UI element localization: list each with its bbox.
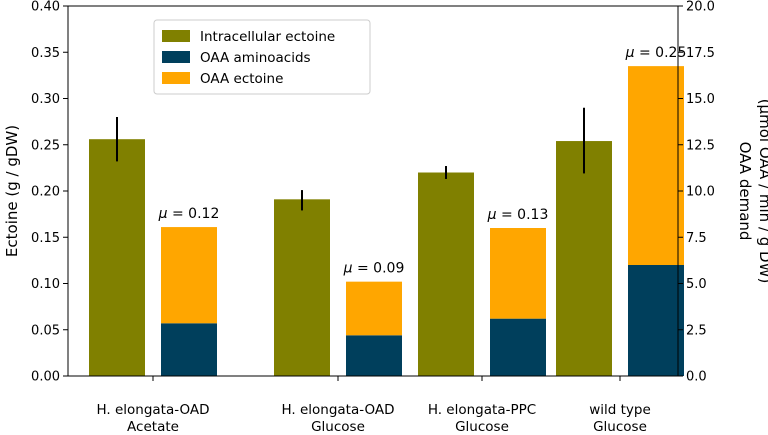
- right-tick-label-1: 2.5: [686, 323, 707, 338]
- category-label-line2-1: Glucose: [311, 419, 365, 435]
- mu-symbol: μ: [487, 207, 497, 223]
- bar-oaa-aminoacids-1: [346, 335, 402, 376]
- left-tick-label-2: 0.10: [31, 277, 60, 292]
- left-tick-label-3: 0.15: [31, 231, 60, 246]
- right-tick-label-8: 20.0: [686, 0, 715, 15]
- mu-annotation-2: μ = 0.13: [487, 207, 549, 223]
- legend-label-2: OAA ectoine: [200, 71, 283, 87]
- right-tick-label-0: 0.0: [686, 370, 707, 385]
- legend-swatch-2: [162, 72, 190, 84]
- bar-oaa-ectoine-1: [346, 281, 402, 336]
- right-tick-label-2: 5.0: [686, 277, 707, 292]
- left-tick-label-1: 0.05: [31, 323, 60, 338]
- bar-oaa-ectoine-3: [628, 66, 684, 265]
- mu-annotation-0: μ = 0.12: [158, 206, 220, 222]
- legend-box: [153, 19, 371, 95]
- mu-value: = 0.25: [635, 45, 687, 61]
- category-label-line2-3: Glucose: [593, 419, 647, 435]
- mu-symbol: μ: [158, 206, 168, 222]
- category-label-line1-2: H. elongata-PPC: [428, 402, 536, 418]
- legend-label-1: OAA aminoacids: [200, 50, 311, 66]
- category-label-line1-3: wild type: [589, 402, 651, 418]
- mu-annotation-3: μ = 0.25: [625, 45, 687, 61]
- category-label-line1-0: H. elongata-OAD: [96, 402, 209, 418]
- bar-intracellular-ectoine-3: [556, 141, 612, 376]
- right-axis-title-line2: (µmol OAA / min / g DW): [756, 99, 768, 284]
- mu-symbol: μ: [625, 45, 635, 61]
- category-label-line1-1: H. elongata-OAD: [281, 402, 394, 418]
- bar-oaa-aminoacids-0: [161, 323, 217, 376]
- bar-oaa-ectoine-2: [490, 228, 546, 319]
- plot-area: 0.00 0.05 0.10 0.15 0.20 0.25 0.30 0.35 0.40 0.0 2…: [3, 0, 768, 435]
- left-tick-label-5: 0.25: [31, 138, 60, 153]
- mu-symbol: μ: [343, 261, 353, 277]
- mu-value: = 0.09: [353, 261, 405, 277]
- mu-annotation-1: μ = 0.09: [343, 261, 405, 277]
- right-tick-label-6: 15.0: [686, 92, 715, 107]
- mu-value: = 0.13: [497, 207, 549, 223]
- category-label-line2-0: Acetate: [127, 419, 179, 435]
- bar-intracellular-ectoine-1: [274, 199, 330, 376]
- right-axis-title-line1: OAA demand: [736, 142, 754, 241]
- right-tick-label-7: 17.5: [686, 46, 715, 61]
- legend-swatch-0: [162, 30, 190, 42]
- legend-swatch-1: [162, 51, 190, 63]
- bar-oaa-aminoacids-3: [628, 265, 684, 376]
- mu-value: = 0.12: [168, 206, 220, 222]
- bar-oaa-ectoine-0: [161, 227, 217, 324]
- legend-label-0: Intracellular ectoine: [200, 29, 335, 45]
- right-tick-label-5: 12.5: [686, 138, 715, 153]
- bar-intracellular-ectoine-0: [89, 139, 145, 376]
- bar-oaa-aminoacids-2: [490, 318, 546, 376]
- right-tick-label-3: 7.5: [686, 231, 707, 246]
- left-tick-label-0: 0.00: [31, 370, 60, 385]
- right-tick-label-4: 10.0: [686, 185, 715, 200]
- left-tick-label-7: 0.35: [31, 46, 60, 61]
- category-label-line2-2: Glucose: [455, 419, 509, 435]
- left-axis-title: Ectoine (g / gDW): [3, 125, 21, 257]
- left-tick-label-4: 0.20: [31, 185, 60, 200]
- bar-intracellular-ectoine-2: [418, 172, 474, 376]
- left-tick-label-6: 0.30: [31, 92, 60, 107]
- left-tick-label-8: 0.40: [31, 0, 60, 15]
